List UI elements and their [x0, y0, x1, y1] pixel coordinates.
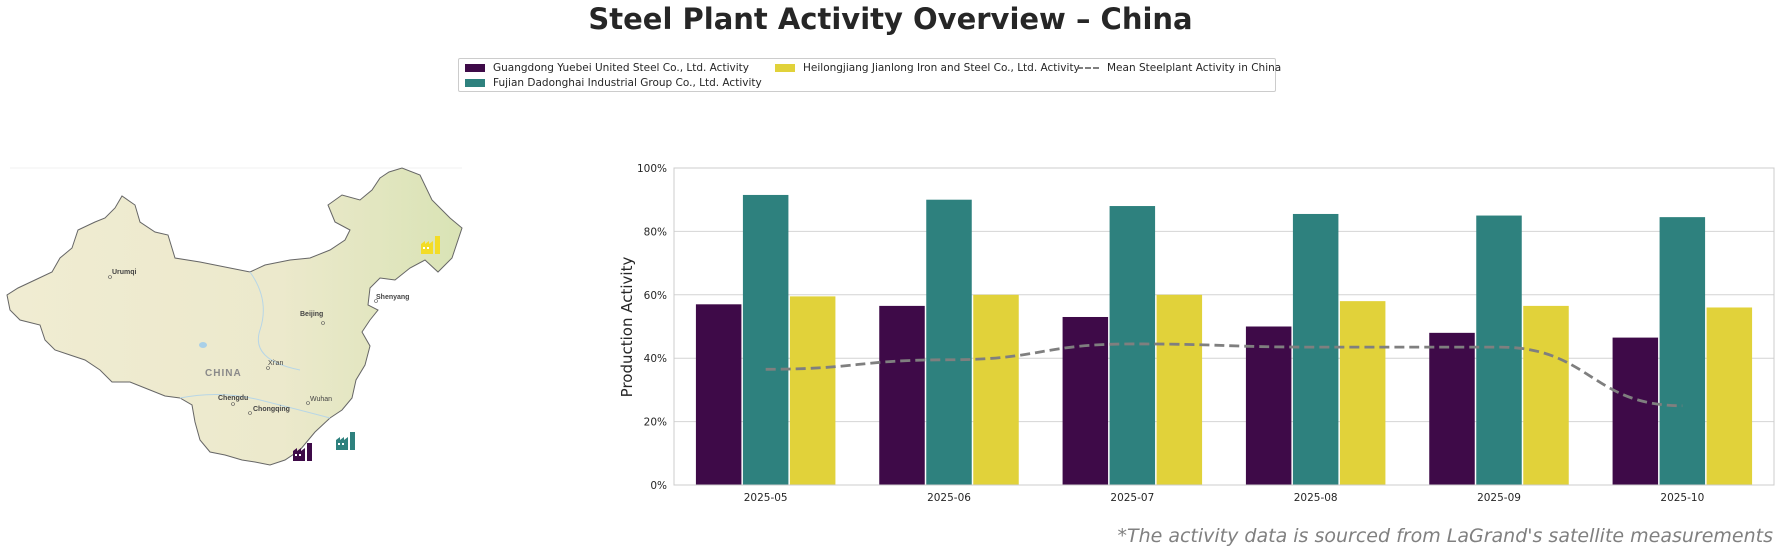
x-tick-label: 2025-08 [1294, 492, 1338, 504]
x-tick-label: 2025-05 [744, 492, 788, 504]
legend-item-guangdong: Guangdong Yuebei United Steel Co., Ltd. … [465, 62, 749, 74]
china-map: Urumqi Beijing Shenyang Xi'an Chengdu Ch… [6, 167, 463, 466]
map-lake [199, 342, 207, 348]
legend-label: Heilongjiang Jianlong Iron and Steel Co.… [803, 62, 1080, 74]
bar [1429, 332, 1475, 485]
country-label: CHINA [205, 368, 242, 379]
legend-swatch-heilongjiang [775, 64, 795, 72]
x-tick-label: 2025-09 [1477, 492, 1521, 504]
footnote: *The activity data is sourced from LaGra… [1117, 525, 1773, 547]
y-tick-label: 60% [644, 290, 667, 302]
bar [1612, 337, 1659, 485]
x-tick-label: 2025-06 [927, 492, 971, 504]
bar [973, 294, 1019, 485]
city-label-chengdu: Chengdu [218, 395, 248, 402]
map-rivers [179, 271, 331, 419]
city-label-urumqi: Urumqi [112, 269, 137, 276]
bar [879, 305, 925, 485]
factory-icon[interactable] [293, 443, 312, 461]
bar [1523, 305, 1569, 485]
bar [1062, 316, 1109, 485]
bar [789, 296, 836, 485]
legend-swatch-guangdong [465, 64, 485, 72]
legend-item-fujian: Fujian Dadonghai Industrial Group Co., L… [465, 77, 762, 89]
y-axis-label: Production Activity [618, 257, 636, 398]
bar [742, 194, 789, 485]
x-tick-label: 2025-10 [1660, 492, 1704, 504]
legend-label: Fujian Dadonghai Industrial Group Co., L… [493, 77, 762, 89]
bar [1245, 326, 1292, 485]
city-label-chongqing: Chongqing [253, 406, 290, 413]
bar [926, 199, 972, 485]
plot-frame [673, 167, 1775, 486]
bar [1476, 215, 1522, 486]
city-label-shenyang: Shenyang [376, 294, 409, 301]
legend-item-heilongjiang: Heilongjiang Jianlong Iron and Steel Co.… [775, 62, 1080, 74]
y-tick-label: 40% [644, 353, 667, 365]
mean-activity-line [765, 342, 1683, 408]
bar [1156, 294, 1203, 485]
y-tick-label: 20% [644, 417, 667, 429]
y-tick-label: 100% [637, 163, 667, 175]
bar [1292, 213, 1339, 485]
legend-label: Guangdong Yuebei United Steel Co., Ltd. … [493, 62, 749, 74]
city-label-xian: Xi'an [268, 360, 283, 367]
y-tick-label: 0% [650, 480, 667, 492]
city-label-wuhan: Wuhan [310, 396, 332, 403]
factory-icon[interactable] [336, 432, 355, 450]
bar [1109, 206, 1156, 486]
y-tick-label: 80% [644, 226, 667, 238]
city-label-beijing: Beijing [300, 311, 323, 318]
legend-swatch-fujian [465, 79, 485, 87]
bar [695, 304, 742, 485]
x-tick-label: 2025-07 [1110, 492, 1154, 504]
legend-item-mean: Mean Steelplant Activity in China [1077, 62, 1281, 74]
bar [1339, 301, 1386, 485]
page-title: Steel Plant Activity Overview – China [588, 2, 1193, 36]
bar [1659, 217, 1706, 485]
chart-legend: Guangdong Yuebei United Steel Co., Ltd. … [458, 58, 1281, 92]
factory-icon[interactable] [421, 236, 440, 254]
bar [1706, 307, 1753, 485]
legend-label: Mean Steelplant Activity in China [1107, 62, 1282, 74]
legend-dashed-line-icon [1077, 67, 1099, 69]
